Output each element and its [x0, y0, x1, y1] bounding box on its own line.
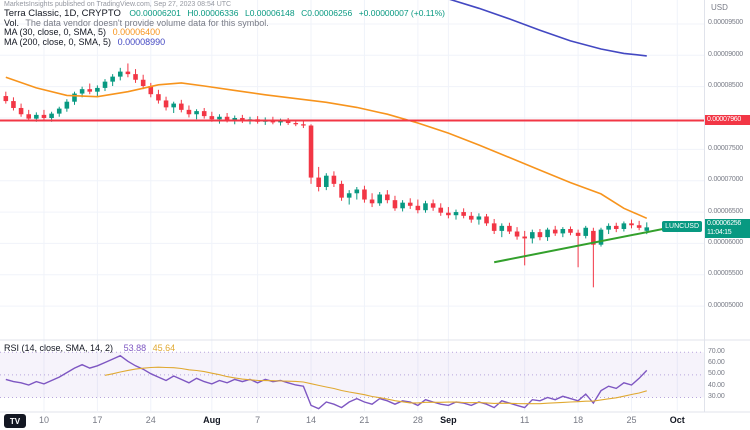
time-axis-label: 17 [92, 415, 103, 425]
time-axis-label: 18 [573, 415, 584, 425]
price-axis[interactable]: USD 0.00009500 0.00009000 0.00008500 0.0000… [704, 0, 750, 412]
price-axis-label: 0.00008500 [708, 82, 743, 90]
time-axis-label: 14 [306, 415, 317, 425]
rsi-ma-value: 45.64 [152, 343, 176, 353]
time-axis-label: Oct [669, 415, 685, 425]
currency-label: USD [711, 3, 728, 12]
change-value: +0.00000007 (+0.11%) [358, 8, 446, 18]
tradingview-logo[interactable]: TV [4, 414, 26, 428]
time-axis-label: 21 [359, 415, 370, 425]
ma200-legend-row[interactable]: MA (200, close, 0, SMA, 5) 0.00008990 [4, 36, 449, 48]
low-value: L0.00006148 [244, 8, 295, 18]
rsi-label: RSI (14, close, SMA, 14, 2) [4, 343, 114, 353]
high-value: H0.00006336 [187, 8, 239, 18]
price-axis-label: 0.00009000 [708, 50, 743, 58]
price-axis-label: 0.00006500 [708, 207, 743, 215]
ma30-label: MA (30, close, 0, SMA, 5) [4, 27, 107, 37]
ma30-value: 0.00006400 [112, 27, 161, 37]
countdown-timer: 11:04:15 [707, 228, 732, 236]
volume-note: The data vendor doesn't provide volume d… [25, 17, 269, 28]
price-axis-label: 0.00007000 [708, 176, 743, 184]
rsi-axis-label: 50.00 [708, 370, 725, 378]
ma200-label: MA (200, close, 0, SMA, 5) [4, 36, 112, 47]
time-axis[interactable]: 10 17 24 Aug 7 14 21 28 Sep 11 18 25 Oct [0, 412, 704, 430]
symbol-price-tag: LUNCUSD [662, 221, 702, 233]
time-axis-label: Sep [440, 415, 457, 425]
attribution: MarketsInsights published on TradingView… [4, 1, 232, 8]
rsi-axis-label: 60.00 [708, 359, 725, 367]
volume-legend-row[interactable]: Vol. The data vendor doesn't provide vol… [4, 17, 449, 29]
current-price-label: 0.00006256 11:04:15 [705, 219, 750, 239]
time-axis-label: 24 [145, 415, 156, 425]
open-value: O0.00006201 [129, 8, 181, 18]
rsi-value: 53.88 [123, 343, 147, 353]
price-axis-label: 0.00009500 [708, 19, 743, 27]
resistance-price-label: 0.00007960 [705, 115, 750, 126]
volume-label: Vol. [4, 17, 20, 28]
price-axis-label: 0.00006000 [708, 238, 743, 246]
symbol-title: Terra Classic, 1D, CRYPTO [4, 8, 121, 19]
ma200-value: 0.00008990 [117, 36, 166, 47]
time-axis-label: 10 [38, 415, 49, 425]
ma30-legend-row[interactable]: MA (30, close, 0, SMA, 5) 0.00006400 [4, 27, 449, 38]
price-axis-label: 0.00005000 [708, 301, 743, 309]
symbol-legend-row[interactable]: Terra Classic, 1D, CRYPTO O0.00006201 H0… [4, 8, 449, 19]
chart-legend: Terra Classic, 1D, CRYPTO O0.00006201 H0… [4, 8, 449, 48]
time-axis-label: 25 [626, 415, 637, 425]
rsi-legend-row[interactable]: RSI (14, close, SMA, 14, 2) 53.88 45.64 [4, 343, 175, 353]
time-axis-label: 7 [255, 415, 261, 425]
price-axis-label: 0.00005500 [708, 270, 743, 278]
rsi-axis-label: 30.00 [708, 392, 725, 400]
price-axis-label: 0.00007500 [708, 144, 743, 152]
close-value: C0.00006256 [301, 8, 353, 18]
tradingview-logo-text: TV [9, 416, 21, 426]
rsi-axis-label: 40.00 [708, 381, 725, 389]
time-axis-label: Aug [203, 415, 221, 425]
time-axis-label: 28 [412, 415, 423, 425]
rsi-axis-label: 70.00 [708, 347, 725, 355]
time-axis-label: 11 [520, 415, 530, 425]
